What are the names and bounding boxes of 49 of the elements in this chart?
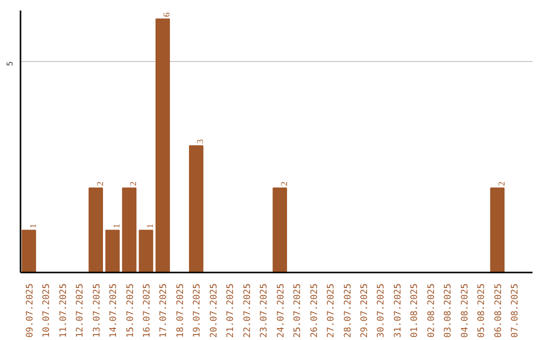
data-label: 2 (94, 181, 105, 186)
bar (272, 187, 288, 272)
x-tick-label: 25.07.2025 (293, 283, 304, 338)
x-tick-label: 10.07.2025 (42, 283, 52, 338)
x-tick-label: 29.07.2025 (360, 283, 370, 338)
x-tick-label: 02.08.2025 (426, 283, 437, 338)
x-tick-label: 19.07.2025 (192, 283, 203, 338)
x-tick-label: 27.07.2025 (326, 283, 337, 338)
data-label: 1 (28, 224, 38, 228)
x-tick-label: 11.07.2025 (58, 283, 69, 338)
x-tick-label: 22.07.2025 (242, 283, 253, 338)
x-tick-label: 31.07.2025 (393, 283, 404, 338)
bar (156, 18, 170, 272)
x-tick-label: 17.07.2025 (159, 283, 170, 338)
x-tick-label: 03.08.2025 (444, 283, 454, 338)
data-label: 2 (128, 181, 138, 186)
x-tick-label: 16.07.2025 (142, 283, 152, 338)
x-tick-label: 18.07.2025 (176, 283, 186, 338)
x-tick-label: 05.08.2025 (477, 283, 488, 338)
x-tick-label: 09.07.2025 (25, 283, 36, 338)
x-tick-label: 12.07.2025 (76, 283, 86, 338)
x-tick-label: 21.07.2025 (226, 283, 236, 338)
x-tick-label: 15.07.2025 (126, 283, 136, 338)
bar (138, 230, 154, 272)
x-tick-label: 14.07.2025 (109, 283, 120, 338)
bar (88, 187, 103, 272)
y-tick-label: 5 (6, 61, 14, 66)
data-label: 2 (278, 181, 289, 186)
data-label: 3 (195, 138, 206, 144)
data-label: 2 (496, 181, 506, 186)
data-label: 1 (144, 224, 155, 228)
x-tick-label: 20.07.2025 (209, 283, 220, 338)
x-tick-label: 24.07.2025 (276, 283, 286, 338)
x-tick-label: 30.07.2025 (376, 283, 387, 338)
x-tick-label: 04.08.2025 (460, 283, 470, 338)
x-tick-label: 06.08.2025 (494, 283, 504, 338)
data-label: 6 (162, 12, 172, 17)
bar (188, 145, 204, 272)
x-tick-label: 28.07.2025 (343, 283, 354, 338)
x-tick-label: 01.08.2025 (410, 283, 420, 338)
bar (105, 230, 120, 272)
data-label: 1 (112, 224, 122, 228)
x-tick-label: 13.07.2025 (92, 283, 102, 338)
x-tick-label: 23.07.2025 (260, 283, 270, 338)
x-tick-label: 07.08.2025 (510, 283, 521, 338)
x-tick-label: 26.07.2025 (310, 283, 320, 338)
bar (122, 187, 136, 272)
bar (490, 187, 505, 272)
bar (22, 230, 36, 272)
